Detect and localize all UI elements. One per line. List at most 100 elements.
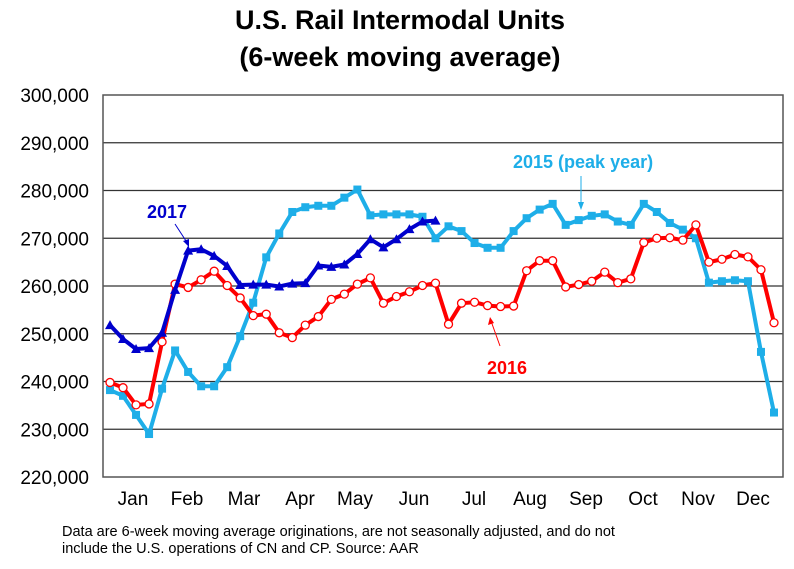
data-point	[301, 203, 310, 212]
data-point	[769, 318, 779, 328]
annotation-2016-arrow	[490, 320, 501, 347]
data-point	[730, 249, 740, 260]
data-point	[326, 261, 337, 271]
data-point	[248, 279, 259, 289]
data-point	[157, 337, 167, 347]
x-tick-label: Oct	[628, 489, 658, 510]
x-tick-label: Sep	[569, 489, 603, 510]
data-point	[222, 260, 233, 270]
data-point	[222, 280, 232, 291]
data-point	[457, 227, 466, 236]
data-point	[144, 399, 154, 409]
data-point	[352, 249, 363, 259]
data-point	[443, 319, 454, 329]
x-tick-label: Aug	[513, 489, 547, 510]
annotation-2015: 2015 (peak year)	[513, 152, 653, 172]
data-point	[430, 278, 441, 288]
x-tick-label: Apr	[285, 489, 315, 510]
data-point	[106, 386, 114, 395]
data-point	[352, 279, 363, 289]
data-point	[522, 214, 531, 223]
data-point	[105, 320, 115, 330]
data-point	[131, 344, 142, 354]
data-point	[262, 253, 271, 262]
data-point	[184, 367, 193, 376]
annotation-2015-arrowhead	[578, 202, 584, 210]
data-point	[288, 207, 297, 216]
data-point	[417, 216, 428, 226]
plot-frame	[102, 94, 784, 478]
data-point	[534, 256, 545, 266]
data-point	[118, 383, 128, 393]
data-point	[665, 218, 674, 227]
y-tick-label: 280,000	[20, 182, 89, 203]
data-point	[456, 298, 467, 308]
data-point	[105, 377, 115, 388]
data-point	[431, 234, 440, 243]
data-point	[470, 239, 479, 248]
x-tick-label: May	[337, 489, 373, 510]
series-2016	[105, 220, 779, 410]
x-tick-label: Mar	[228, 489, 261, 510]
series-line	[109, 187, 776, 437]
data-point	[132, 410, 141, 419]
data-point	[561, 282, 571, 292]
data-point	[665, 233, 675, 243]
data-point	[183, 245, 194, 255]
data-point	[587, 276, 597, 286]
x-tick-label: Jan	[118, 489, 149, 510]
annotation-2017: 2017	[147, 202, 187, 222]
data-point	[704, 278, 713, 287]
data-point	[196, 275, 206, 285]
data-point	[183, 282, 193, 293]
data-point	[717, 277, 726, 286]
data-point	[521, 266, 532, 276]
data-point	[274, 328, 284, 338]
data-point	[366, 211, 375, 220]
data-point	[548, 199, 557, 208]
data-point	[417, 280, 428, 291]
data-point	[391, 291, 402, 302]
data-point	[404, 287, 415, 297]
data-point	[131, 400, 141, 410]
x-tick-label: Dec	[736, 489, 770, 510]
chart-title-line-1: U.S. Rail Intermodal Units	[235, 5, 565, 35]
data-point	[678, 235, 688, 245]
annotation-2016-arrowhead	[488, 317, 494, 325]
data-point	[626, 274, 636, 284]
data-point	[300, 278, 311, 288]
data-point	[587, 211, 596, 220]
data-point	[469, 297, 480, 307]
data-point	[261, 309, 271, 319]
data-point	[704, 257, 714, 267]
data-point	[639, 199, 648, 208]
y-tick-label: 290,000	[20, 134, 89, 155]
data-point	[248, 310, 258, 321]
data-point	[275, 229, 284, 238]
data-point	[210, 382, 219, 391]
data-point	[483, 243, 492, 252]
annotation-2016: 2016	[487, 358, 527, 378]
data-point	[717, 254, 727, 264]
data-point	[405, 210, 414, 219]
y-tick-label: 240,000	[20, 373, 89, 394]
chart-title-line-2: (6-week moving average)	[239, 42, 560, 72]
data-point	[118, 334, 129, 344]
y-tick-label: 250,000	[20, 325, 89, 346]
data-point	[743, 277, 752, 286]
data-point	[378, 298, 389, 308]
data-point	[327, 201, 336, 210]
data-point	[626, 220, 635, 229]
data-point	[379, 210, 388, 219]
data-point	[404, 224, 415, 234]
data-point	[171, 346, 180, 355]
data-point	[756, 265, 766, 275]
data-point	[509, 227, 518, 236]
data-point	[261, 279, 272, 289]
x-tick-label: Nov	[681, 489, 715, 510]
data-point	[639, 237, 649, 248]
data-point	[652, 233, 662, 243]
data-point	[378, 242, 389, 252]
data-point	[365, 234, 376, 244]
